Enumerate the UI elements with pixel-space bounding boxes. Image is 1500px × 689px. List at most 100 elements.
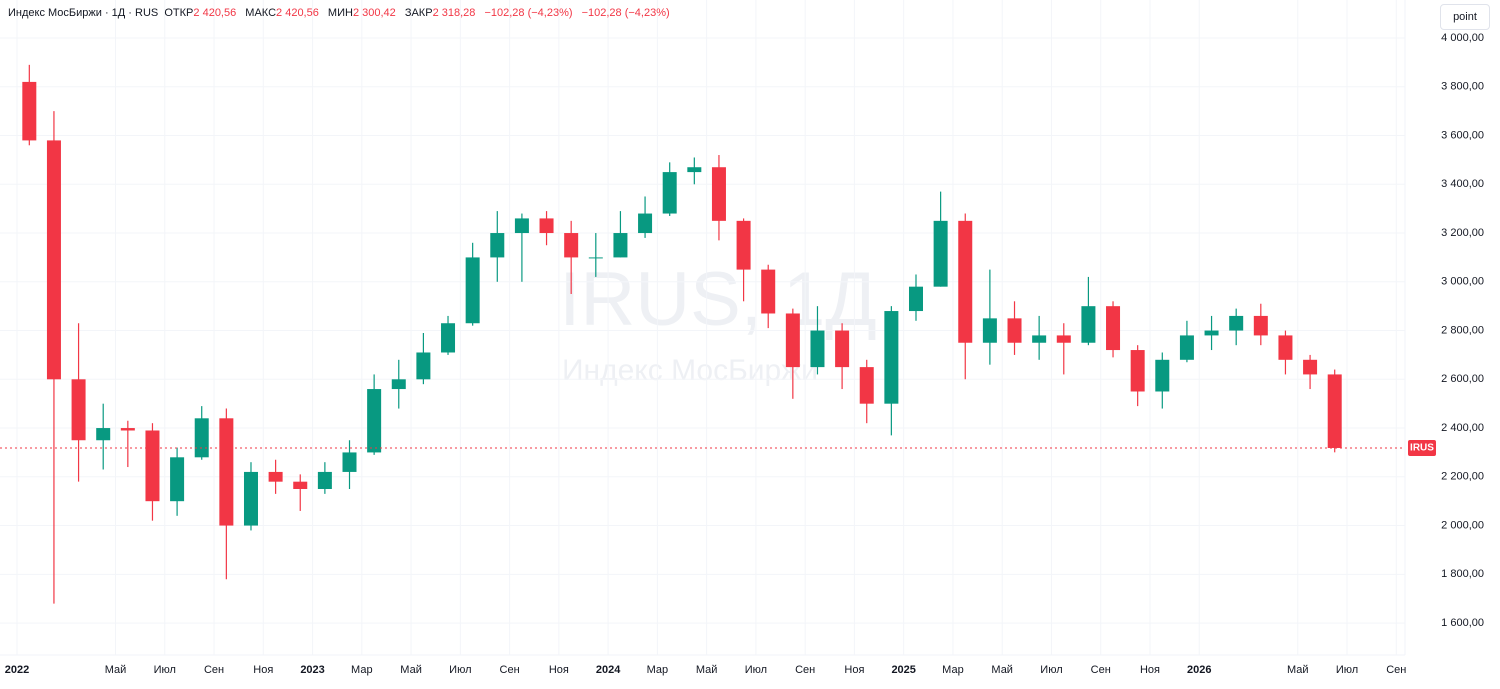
change: −102,28 (−4,23%): [484, 7, 573, 19]
candle-body: [1179, 335, 1194, 360]
candle-body: [1278, 335, 1293, 360]
y-tick-label: 3 600,00: [1441, 129, 1484, 141]
candle-body: [1056, 335, 1071, 343]
candle-body: [588, 257, 603, 259]
candle-body: [342, 452, 357, 472]
legend-header: Индекс МосБиржи · 1Д · RUS ОТКР2 420,56 …: [8, 7, 676, 19]
watermark-subtitle: Индекс МосБиржи: [562, 354, 818, 387]
y-tick-label: 3 000,00: [1441, 276, 1484, 288]
candle-body: [810, 330, 825, 368]
x-tick-label: 2024: [596, 664, 621, 676]
candle-body: [219, 418, 234, 526]
x-tick-label: 2023: [300, 664, 324, 676]
candle-body: [638, 213, 653, 234]
open-value: 2 420,56: [193, 7, 237, 19]
candle-body: [884, 311, 899, 404]
x-tick-label: Ноя: [253, 664, 273, 676]
x-tick-label: Ноя: [844, 664, 864, 676]
candle-body: [170, 457, 185, 502]
candle-body: [46, 140, 61, 380]
unit-button[interactable]: point: [1440, 4, 1490, 30]
watermark: IRUS, 1Д: [559, 257, 877, 342]
candle-body: [465, 257, 480, 324]
candle-body: [1155, 359, 1170, 392]
low-value: 2 300,42: [352, 7, 396, 19]
candle-body: [761, 269, 776, 314]
candle-body: [1204, 330, 1219, 336]
candle-body: [391, 379, 406, 390]
candle-body: [1229, 315, 1244, 331]
candle-body: [785, 313, 800, 368]
candle-body: [687, 167, 702, 173]
x-tick-label: Сен: [1091, 664, 1111, 676]
y-tick-label: 3 400,00: [1441, 178, 1484, 190]
x-tick-label: Июл: [745, 664, 767, 676]
candle-body: [145, 430, 160, 502]
candle-body: [1327, 374, 1342, 448]
y-tick-label: 2 000,00: [1441, 519, 1484, 531]
candle-body: [268, 471, 283, 482]
x-tick-label: Май: [696, 664, 718, 676]
candle-body: [1253, 315, 1268, 336]
x-tick-label: Мар: [647, 664, 669, 676]
change: −102,28 (−4,23%): [581, 7, 670, 19]
candle-body: [367, 389, 382, 453]
candle-body: [662, 172, 677, 214]
candle-body: [711, 167, 726, 221]
candle-body: [613, 233, 628, 258]
candle-body: [1032, 335, 1047, 343]
x-tick-label: Мар: [942, 664, 964, 676]
candle-body: [1303, 359, 1318, 375]
y-tick-label: 3 200,00: [1441, 227, 1484, 239]
symbol: Индекс МосБиржи · 1Д · RUS: [8, 7, 159, 19]
x-tick-label: Июл: [154, 664, 176, 676]
x-tick-label: Май: [400, 664, 422, 676]
x-tick-label: Май: [991, 664, 1013, 676]
low-label: МИН: [327, 7, 353, 19]
x-tick-label: Май: [1287, 664, 1309, 676]
y-tick-label: 2 800,00: [1441, 324, 1484, 336]
candle-body: [317, 471, 332, 489]
x-tick-label: Сен: [1386, 664, 1406, 676]
close-label: ЗАКР: [404, 7, 433, 19]
x-tick-label: Мар: [351, 664, 373, 676]
candle-body: [835, 330, 850, 368]
candle-body: [120, 428, 135, 431]
candle-body: [22, 81, 37, 141]
y-tick-label: 1 600,00: [1441, 617, 1484, 629]
candle-body: [539, 218, 554, 234]
x-tick-label: 2025: [891, 664, 915, 676]
candle-body: [293, 481, 308, 489]
price-label-box: [1408, 439, 1436, 456]
high-label: МАКС: [245, 7, 277, 19]
candle-body: [958, 220, 973, 343]
x-tick-label: 2026: [1187, 664, 1211, 676]
candle-body: [982, 318, 997, 343]
y-tick-label: 2 400,00: [1441, 422, 1484, 434]
candle-body: [1081, 306, 1096, 343]
y-tick-label: 2 200,00: [1441, 471, 1484, 483]
candle-body: [194, 418, 209, 458]
x-tick-label: Июл: [1040, 664, 1062, 676]
candle-body: [490, 233, 505, 258]
x-tick-label: Сен: [795, 664, 815, 676]
y-tick-label: 3 800,00: [1441, 81, 1484, 93]
high-value: 2 420,56: [276, 7, 319, 19]
x-tick-label: Сен: [204, 664, 224, 676]
candle-body: [71, 379, 86, 441]
x-tick-label: Июл: [449, 664, 471, 676]
x-tick-label: Июл: [1336, 664, 1358, 676]
x-tick-label: Сен: [500, 664, 520, 676]
candle-body: [1130, 350, 1145, 392]
x-tick-label: 2022: [5, 664, 29, 676]
open-label: ОТКР: [164, 7, 194, 19]
candle-body: [243, 471, 258, 526]
y-tick-label: 4 000,00: [1441, 32, 1484, 44]
y-tick-label: 2 600,00: [1441, 373, 1484, 385]
price-label: IRUS: [1410, 443, 1434, 454]
candle-body: [416, 352, 431, 380]
candle-body: [564, 233, 579, 258]
candle-body: [933, 220, 948, 287]
x-tick-label: Ноя: [549, 664, 569, 676]
